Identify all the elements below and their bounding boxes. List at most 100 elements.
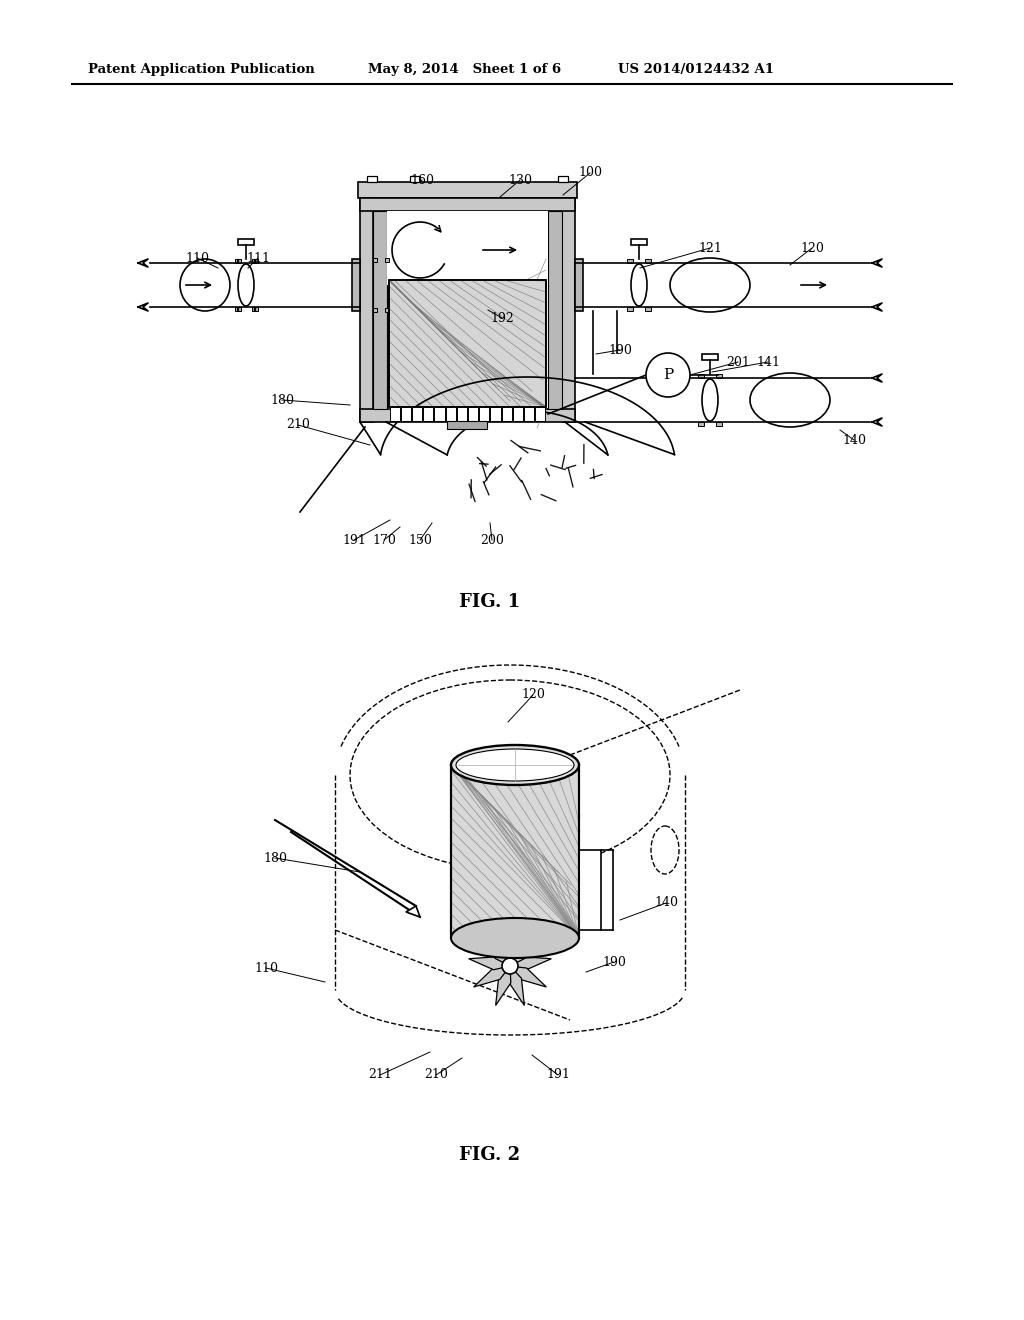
Text: 192: 192 [490, 312, 514, 325]
Bar [575, 259, 583, 312]
Circle shape [237, 306, 240, 309]
Text: 180: 180 [263, 851, 287, 865]
Polygon shape [469, 957, 510, 970]
Bar [627, 259, 633, 263]
Polygon shape [406, 906, 420, 917]
Bar [252, 308, 258, 312]
Text: 140: 140 [654, 896, 678, 909]
Bar [373, 211, 387, 409]
Bar [468, 407, 478, 421]
Bar [698, 374, 705, 378]
Bar [389, 280, 546, 407]
Bar [234, 259, 241, 263]
Bar [367, 176, 377, 182]
Ellipse shape [451, 744, 579, 785]
Polygon shape [510, 933, 537, 966]
Bar [423, 407, 433, 421]
Text: 121: 121 [698, 242, 722, 255]
Polygon shape [496, 966, 511, 1006]
Bar [548, 211, 562, 409]
Bar [716, 374, 722, 378]
Bar [502, 407, 512, 421]
Text: 160: 160 [410, 173, 434, 186]
Bar [234, 308, 241, 312]
Text: FIG. 2: FIG. 2 [460, 1146, 520, 1164]
Bar [385, 308, 389, 312]
Bar [352, 259, 360, 312]
Polygon shape [483, 933, 510, 966]
Bar [238, 239, 254, 246]
Text: 191: 191 [342, 533, 366, 546]
Bar [627, 308, 633, 312]
Text: 140: 140 [842, 433, 866, 446]
Bar [536, 407, 546, 421]
Bar [389, 280, 546, 407]
Text: 211: 211 [368, 1068, 392, 1081]
Ellipse shape [456, 748, 574, 781]
Bar [373, 257, 377, 261]
Text: 191: 191 [546, 1068, 570, 1081]
Circle shape [254, 261, 256, 263]
Bar [702, 354, 718, 360]
Bar [447, 421, 487, 429]
Text: 180: 180 [270, 393, 294, 407]
Text: 170: 170 [372, 533, 396, 546]
Bar [360, 198, 373, 422]
Bar [410, 176, 420, 182]
Ellipse shape [180, 259, 230, 312]
Bar [412, 407, 422, 421]
Bar [716, 422, 722, 426]
Text: May 8, 2014   Sheet 1 of 6: May 8, 2014 Sheet 1 of 6 [368, 63, 561, 77]
Ellipse shape [750, 374, 830, 426]
Bar [358, 182, 577, 198]
Circle shape [502, 958, 518, 974]
Circle shape [237, 309, 240, 312]
Bar [631, 239, 647, 246]
Ellipse shape [670, 257, 750, 312]
Bar [360, 198, 575, 211]
Text: FIG. 1: FIG. 1 [460, 593, 520, 611]
Text: P: P [663, 368, 673, 381]
Bar [645, 259, 651, 263]
Circle shape [237, 259, 240, 261]
Bar [451, 766, 579, 939]
Bar [387, 211, 548, 285]
Polygon shape [510, 957, 551, 970]
Circle shape [254, 259, 256, 261]
Bar [457, 407, 467, 421]
Circle shape [237, 261, 240, 263]
Bar [434, 407, 444, 421]
Circle shape [646, 352, 690, 397]
Text: 130: 130 [508, 173, 532, 186]
Bar [385, 257, 389, 261]
Bar [479, 407, 489, 421]
Text: 190: 190 [608, 343, 632, 356]
Bar [562, 198, 575, 422]
Text: 120: 120 [521, 689, 545, 701]
Circle shape [254, 306, 256, 309]
Polygon shape [509, 966, 524, 1006]
Polygon shape [474, 966, 510, 987]
Bar [360, 409, 575, 422]
Text: US 2014/0124432 A1: US 2014/0124432 A1 [618, 63, 774, 77]
Bar [579, 850, 601, 931]
Text: 210: 210 [424, 1068, 447, 1081]
Text: 120: 120 [800, 242, 824, 255]
Text: 190: 190 [602, 956, 626, 969]
Circle shape [254, 309, 256, 312]
Bar [373, 308, 377, 312]
Bar [445, 407, 456, 421]
Bar [513, 407, 523, 421]
Text: 110: 110 [254, 961, 278, 974]
Polygon shape [510, 966, 547, 987]
Polygon shape [504, 924, 516, 966]
Text: 100: 100 [578, 166, 602, 180]
Text: 110: 110 [185, 252, 209, 264]
Bar [524, 407, 535, 421]
Bar [400, 407, 411, 421]
Bar [558, 176, 568, 182]
Text: 111: 111 [246, 252, 270, 264]
Text: 200: 200 [480, 533, 504, 546]
Bar [645, 308, 651, 312]
Text: 141: 141 [756, 355, 780, 368]
